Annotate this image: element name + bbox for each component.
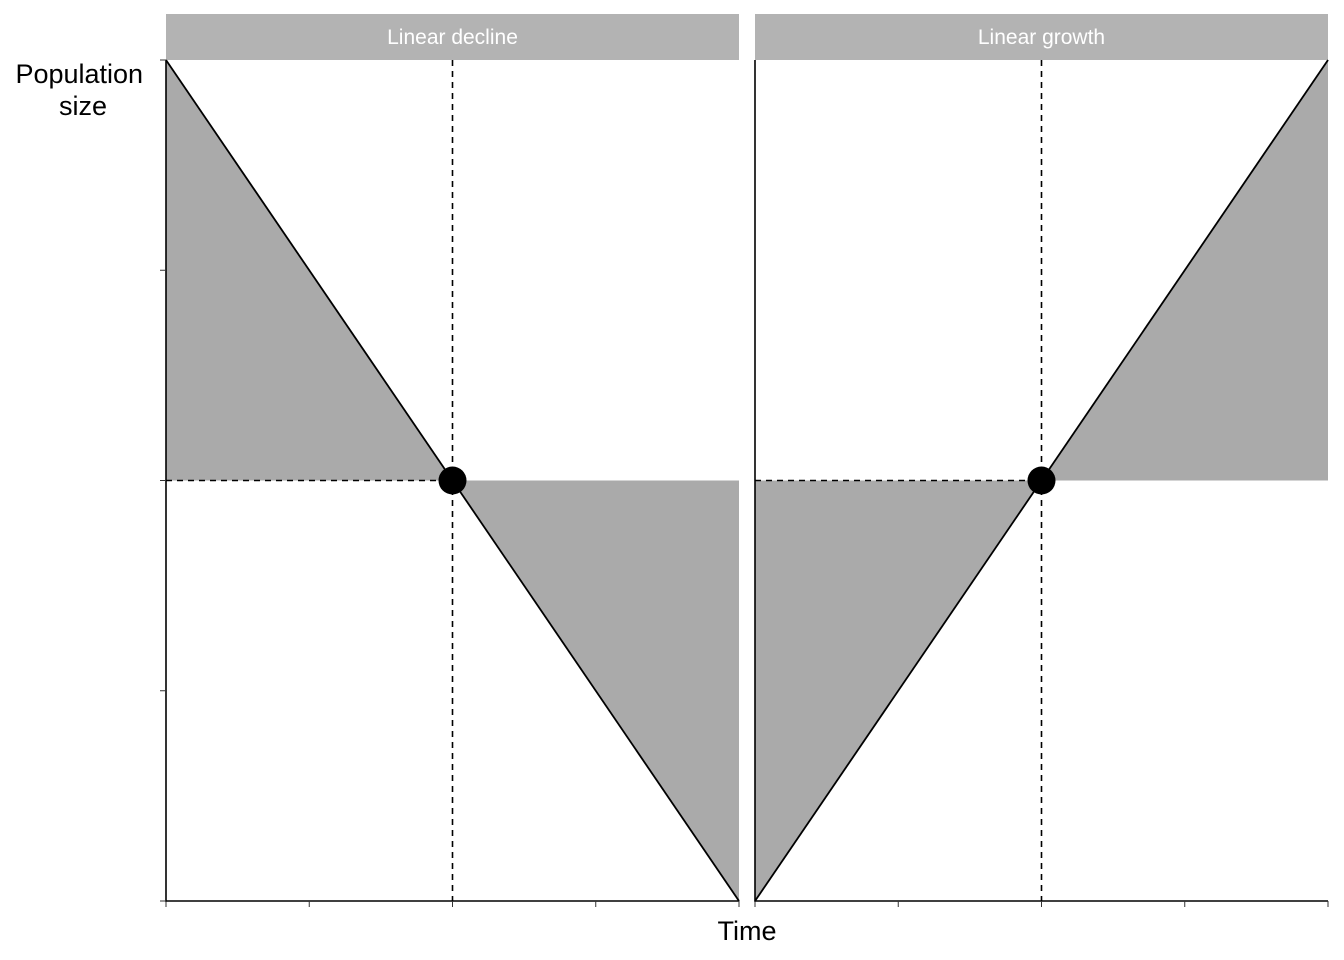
panel-1: Linear decline: [160, 14, 740, 907]
panels-group: Linear decline Linear growth: [160, 14, 1329, 907]
panel-2-strip: [755, 14, 1328, 60]
y-axis-title-line-2: size: [59, 91, 107, 121]
panel-1-strip: [166, 14, 739, 60]
y-axis-title-line-1: Population: [15, 59, 143, 89]
panel-1-point: [438, 466, 467, 495]
x-axis-title: Time: [718, 916, 777, 946]
panel-2-title: Linear growth: [978, 26, 1105, 49]
panel-2-point: [1027, 466, 1056, 495]
y-axis-title: Population size: [15, 59, 150, 121]
panel-2: Linear growth: [754, 14, 1329, 907]
panel-1-title: Linear decline: [387, 26, 518, 49]
